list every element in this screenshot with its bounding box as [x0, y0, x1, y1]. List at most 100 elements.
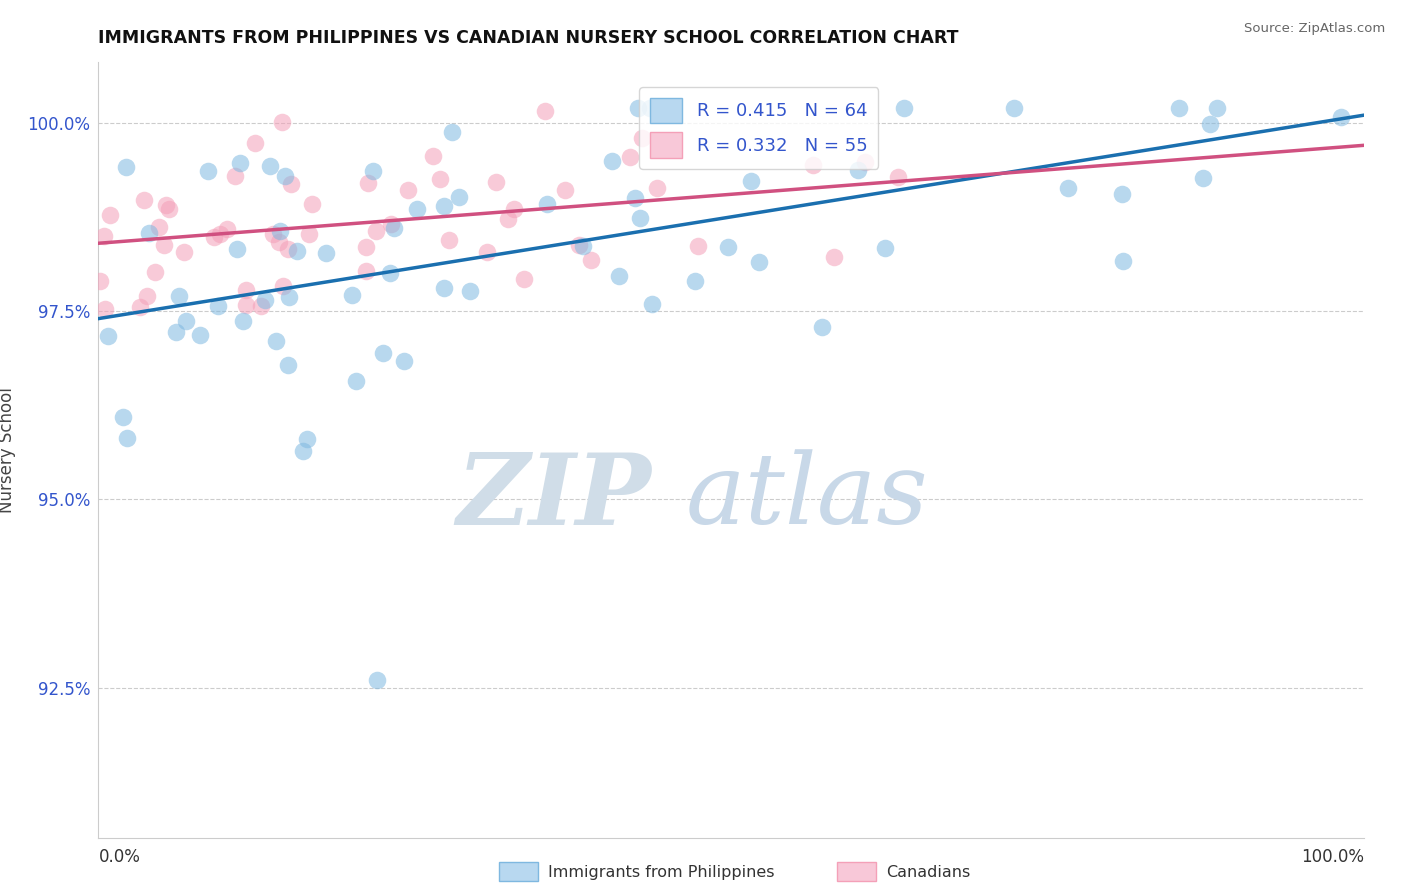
Point [600, 153, 623, 168]
Point [458, 284, 481, 298]
Point [1167, 101, 1189, 115]
Point [148, 220, 170, 235]
Point [1330, 110, 1353, 124]
Text: Source: ZipAtlas.com: Source: ZipAtlas.com [1244, 22, 1385, 36]
Point [624, 191, 647, 205]
Point [384, 220, 406, 235]
Point [554, 183, 576, 197]
Point [513, 271, 536, 285]
Point [619, 150, 641, 164]
Point [202, 229, 225, 244]
Point [250, 299, 273, 313]
Point [380, 266, 402, 280]
Point [1205, 101, 1227, 115]
Point [298, 227, 321, 241]
Point [165, 325, 187, 339]
Point [224, 169, 246, 183]
Point [748, 254, 770, 268]
Point [477, 244, 499, 259]
Point [280, 177, 302, 191]
Point [89, 275, 111, 289]
Point [440, 124, 463, 138]
Point [1056, 180, 1078, 194]
Point [217, 222, 239, 236]
Point [173, 244, 195, 259]
Point [380, 217, 402, 231]
Point [422, 149, 444, 163]
Point [572, 238, 595, 252]
Point [1199, 117, 1222, 131]
Point [685, 274, 707, 288]
Point [568, 238, 591, 252]
Point [1111, 186, 1133, 201]
Point [259, 160, 281, 174]
Point [138, 226, 160, 240]
Point [342, 287, 364, 301]
Point [97, 328, 120, 343]
Point [485, 175, 508, 189]
Point [295, 432, 318, 446]
Point [235, 283, 257, 297]
Point [823, 250, 845, 264]
Point [502, 202, 524, 216]
Text: 0.0%: 0.0% [98, 847, 141, 866]
Point [801, 158, 824, 172]
Point [207, 299, 229, 313]
Point [315, 246, 337, 260]
Point [291, 444, 314, 458]
Point [270, 115, 292, 129]
Point [536, 197, 558, 211]
Point [277, 290, 299, 304]
Point [740, 174, 762, 188]
Text: atlas: atlas [686, 450, 928, 545]
Point [253, 293, 276, 307]
Point [628, 211, 651, 225]
Point [641, 297, 664, 311]
Point [607, 268, 630, 283]
Point [264, 334, 287, 349]
Point [197, 164, 219, 178]
Point [94, 302, 117, 317]
Y-axis label: Nursery School: Nursery School [0, 387, 15, 514]
Point [128, 300, 150, 314]
Point [887, 169, 910, 184]
Point [274, 169, 297, 184]
Point [132, 193, 155, 207]
Point [534, 103, 557, 118]
Point [112, 409, 135, 424]
Point [1192, 171, 1215, 186]
Point [366, 673, 388, 688]
Legend: R = 0.415   N = 64, R = 0.332   N = 55: R = 0.415 N = 64, R = 0.332 N = 55 [638, 87, 879, 169]
Point [361, 164, 384, 178]
Point [405, 202, 427, 216]
Point [853, 155, 876, 169]
Point [209, 227, 232, 241]
Point [638, 101, 661, 115]
Point [235, 298, 257, 312]
Point [271, 278, 294, 293]
Point [98, 208, 121, 222]
Text: 100.0%: 100.0% [1301, 847, 1364, 866]
Point [262, 227, 284, 241]
Point [153, 238, 176, 252]
Point [631, 131, 654, 145]
Point [364, 224, 387, 238]
Point [285, 244, 308, 258]
Point [229, 156, 252, 170]
Point [155, 197, 177, 211]
Point [716, 240, 738, 254]
Point [232, 314, 254, 328]
Point [433, 280, 456, 294]
Point [1002, 101, 1025, 115]
Point [136, 289, 159, 303]
Point [344, 374, 367, 388]
Point [157, 202, 180, 216]
Point [93, 229, 115, 244]
Point [579, 253, 602, 268]
Point [356, 240, 378, 254]
Point [267, 235, 290, 250]
Point [277, 358, 299, 372]
Point [873, 241, 896, 255]
Point [357, 176, 380, 190]
Point [686, 239, 709, 253]
